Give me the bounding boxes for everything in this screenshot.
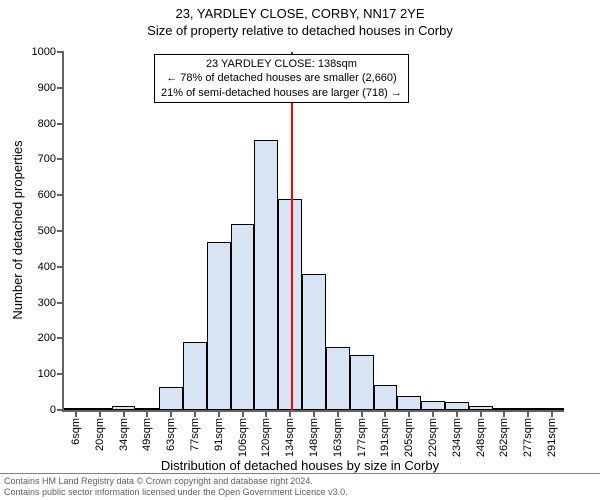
y-tick-label: 200 [38, 332, 56, 344]
histogram-bar [231, 224, 255, 410]
x-tick-label: 191sqm [379, 418, 391, 457]
reference-line [291, 52, 293, 410]
x-tick-mark [432, 410, 434, 417]
x-tick-mark [242, 410, 244, 417]
x-tick-label: 205sqm [403, 418, 415, 457]
x-tick-label: 220sqm [427, 418, 439, 457]
x-tick-label: 291sqm [546, 418, 558, 457]
y-tick-label: 600 [38, 189, 56, 201]
page-title: 23, YARDLEY CLOSE, CORBY, NN17 2YE [0, 0, 600, 21]
chart-plot-area: 23 YARDLEY CLOSE: 138sqm ← 78% of detach… [62, 52, 564, 412]
x-tick-label: 20sqm [94, 418, 106, 451]
x-tick-label: 6sqm [70, 418, 82, 445]
x-tick-label: 163sqm [332, 418, 344, 457]
y-axis-label: Number of detached properties [10, 140, 25, 319]
x-tick-mark [265, 410, 267, 417]
annotation-line-2: ← 78% of detached houses are smaller (2,… [161, 71, 402, 85]
y-tick-label: 0 [50, 404, 56, 416]
x-axis-label: Distribution of detached houses by size … [0, 458, 600, 473]
histogram-bar [516, 408, 540, 410]
x-tick-mark [289, 410, 291, 417]
x-tick-mark [170, 410, 172, 417]
histogram-bar [397, 396, 421, 410]
x-tick-mark [123, 410, 125, 417]
histogram-bar [112, 406, 136, 410]
x-tick-mark [480, 410, 482, 417]
x-tick-mark [146, 410, 148, 417]
x-tick-label: 148sqm [308, 418, 320, 457]
y-tick-mark [57, 194, 64, 196]
x-tick-mark [361, 410, 363, 417]
histogram-bar [326, 347, 350, 410]
y-tick-label: 400 [38, 261, 56, 273]
x-tick-label: 34sqm [118, 418, 130, 451]
x-tick-label: 77sqm [189, 418, 201, 451]
y-tick-mark [57, 373, 64, 375]
x-tick-label: 106sqm [237, 418, 249, 457]
histogram-bar [493, 408, 517, 410]
histogram-bar [374, 385, 398, 410]
x-tick-label: 277sqm [522, 418, 534, 457]
y-tick-label: 800 [38, 118, 56, 130]
y-tick-mark [57, 302, 64, 304]
y-tick-mark [57, 51, 64, 53]
x-tick-label: 177sqm [356, 418, 368, 457]
histogram-bar [64, 408, 88, 410]
histogram-bar [469, 406, 493, 410]
x-tick-mark [551, 410, 553, 417]
x-tick-mark [408, 410, 410, 417]
histogram-bar [421, 401, 445, 410]
x-tick-label: 134sqm [284, 418, 296, 457]
y-tick-label: 300 [38, 297, 56, 309]
x-tick-mark [218, 410, 220, 417]
x-tick-label: 248sqm [475, 418, 487, 457]
y-tick-mark [57, 87, 64, 89]
histogram-bar [159, 387, 183, 410]
histogram-bar [254, 140, 278, 410]
x-tick-label: 262sqm [498, 418, 510, 457]
x-tick-label: 120sqm [260, 418, 272, 457]
x-tick-label: 234sqm [451, 418, 463, 457]
y-tick-label: 100 [38, 368, 56, 380]
histogram-bar [540, 408, 564, 410]
x-tick-mark [313, 410, 315, 417]
y-tick-mark [57, 337, 64, 339]
y-tick-mark [57, 266, 64, 268]
y-tick-mark [57, 230, 64, 232]
x-tick-mark [456, 410, 458, 417]
histogram-bar [88, 408, 112, 410]
y-tick-label: 1000 [32, 46, 56, 58]
x-tick-mark [527, 410, 529, 417]
x-tick-label: 49sqm [141, 418, 153, 451]
y-tick-mark [57, 123, 64, 125]
x-tick-mark [75, 410, 77, 417]
histogram-bar [135, 408, 159, 410]
annotation-box: 23 YARDLEY CLOSE: 138sqm ← 78% of detach… [154, 54, 409, 103]
x-tick-mark [194, 410, 196, 417]
x-tick-label: 63sqm [165, 418, 177, 451]
x-tick-mark [99, 410, 101, 417]
x-tick-mark [384, 410, 386, 417]
x-tick-label: 91sqm [213, 418, 225, 451]
y-tick-mark [57, 158, 64, 160]
footer-line-1: Contains HM Land Registry data © Crown c… [4, 476, 596, 487]
y-tick-label: 700 [38, 153, 56, 165]
x-tick-mark [503, 410, 505, 417]
footer-line-2: Contains public sector information licen… [4, 487, 596, 498]
annotation-line-3: 21% of semi-detached houses are larger (… [161, 86, 402, 100]
y-tick-label: 900 [38, 82, 56, 94]
histogram-bar [350, 355, 374, 410]
page-subtitle: Size of property relative to detached ho… [0, 21, 600, 38]
histogram-bar [445, 402, 469, 410]
x-tick-mark [337, 410, 339, 417]
histogram-bar [207, 242, 231, 410]
y-tick-mark [57, 409, 64, 411]
histogram-bar [183, 342, 207, 410]
annotation-line-1: 23 YARDLEY CLOSE: 138sqm [161, 57, 402, 71]
histogram-bar [302, 274, 326, 410]
footer: Contains HM Land Registry data © Crown c… [0, 473, 600, 500]
y-tick-label: 500 [38, 225, 56, 237]
